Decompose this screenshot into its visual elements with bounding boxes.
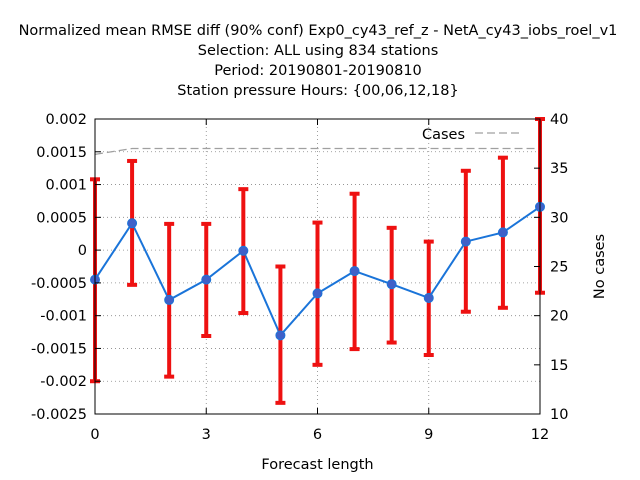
title-line-2: Selection: ALL using 834 stations (198, 43, 439, 59)
x-tick-label: 9 (424, 427, 433, 443)
y-tick-label: -0.001 (40, 309, 87, 325)
y2-tick-label: 10 (550, 407, 568, 423)
x-tick-label: 12 (531, 427, 549, 443)
title-line-1: Normalized mean RMSE diff (90% conf) Exp… (19, 23, 618, 39)
data-point (275, 330, 286, 341)
error-bars (90, 117, 545, 405)
data-point (423, 292, 434, 303)
y-tick-label: 0.0015 (36, 145, 87, 161)
data-point (127, 218, 138, 229)
data-point (201, 274, 212, 285)
y-tick-label: 0 (78, 243, 87, 259)
data-point (164, 294, 175, 305)
data-point (349, 266, 360, 277)
y2-tick-label: 30 (550, 210, 568, 226)
legend-label-cases: Cases (422, 127, 465, 143)
y2-tick-label: 40 (550, 112, 568, 128)
y-tick-label: 0.002 (45, 112, 87, 128)
title-line-3: Period: 20190801-20190810 (214, 63, 422, 79)
axis-ticks: -0.0025 -0.002 -0.0015 -0.001 -0.0005 0 0.0005… (31, 112, 568, 443)
y2-tick-label: 35 (550, 161, 568, 177)
y2-axis-label: No cases (592, 234, 608, 299)
cases-line (94, 147, 540, 155)
data-point (497, 227, 508, 238)
y-tick-label: 0.001 (45, 178, 87, 194)
x-tick-label: 3 (202, 427, 211, 443)
x-axis-label: Forecast length (261, 457, 373, 473)
y2-tick-label: 25 (550, 260, 568, 276)
chart-title: Normalized mean RMSE diff (90% conf) Exp… (19, 23, 618, 99)
y2-tick-label: 20 (550, 309, 568, 325)
legend: Cases (422, 127, 522, 143)
y-tick-label: 0.0005 (36, 210, 87, 226)
title-line-4: Station pressure Hours: {00,06,12,18} (177, 83, 458, 99)
y-tick-label: -0.0005 (31, 276, 87, 292)
data-point (238, 245, 249, 256)
x-tick-label: 0 (90, 427, 99, 443)
data-point (460, 236, 471, 247)
cases-series (94, 147, 540, 155)
y-tick-label: -0.0015 (31, 341, 87, 357)
y-tick-label: -0.0025 (31, 407, 87, 423)
y-tick-label: -0.002 (40, 374, 87, 390)
data-point (312, 288, 323, 299)
y2-tick-label: 15 (550, 358, 568, 374)
data-point (386, 279, 397, 290)
x-tick-label: 6 (313, 427, 322, 443)
